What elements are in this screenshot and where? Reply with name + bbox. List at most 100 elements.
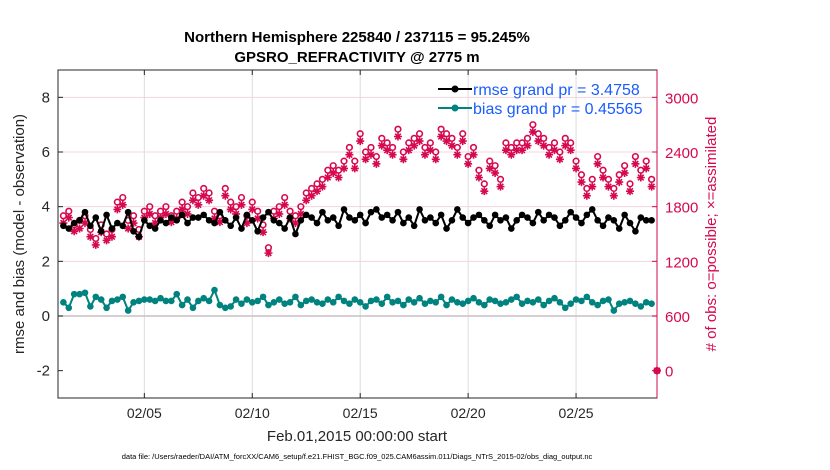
bias-point	[151, 297, 159, 305]
chart-title-line-2: GPSRO_REFRACTIVITY @ 2775 m	[234, 49, 479, 66]
assimilated-point	[259, 228, 268, 237]
assimilated-point	[205, 196, 214, 205]
assimilated-point	[485, 164, 494, 173]
rmse-point	[254, 227, 261, 235]
x-tick-label: 02/25	[559, 405, 594, 421]
rmse-point	[168, 214, 175, 221]
assimilated-point	[210, 214, 219, 223]
possible-point	[361, 148, 370, 156]
rmse-point	[427, 214, 434, 221]
bias-point	[76, 290, 83, 298]
assimilated-point	[178, 205, 187, 214]
assimilated-point	[615, 178, 624, 187]
assimilated-point	[539, 141, 548, 150]
assimilated-point	[620, 168, 629, 177]
bias-point	[173, 290, 181, 298]
grid	[58, 70, 657, 398]
possible-point	[146, 203, 154, 211]
bias-point	[351, 296, 359, 303]
legend: rmse grand pr = 3.4758 bias grand pr = 0…	[438, 82, 643, 118]
bias-point	[615, 300, 623, 308]
possible-point	[615, 171, 623, 179]
rmse-point	[92, 214, 100, 221]
assimilated-point	[572, 164, 581, 173]
rmse-point	[119, 222, 127, 230]
bias-point	[221, 304, 229, 312]
possible-point	[405, 139, 413, 147]
bias-point	[286, 299, 294, 306]
possible-point	[496, 175, 505, 183]
rmse-point	[259, 214, 267, 221]
legend-rmse-label: rmse grand pr = 3.4758	[473, 82, 640, 99]
assimilated-point	[361, 155, 370, 164]
assimilated-point	[275, 209, 284, 218]
possible-point	[372, 152, 380, 161]
rmse-point	[173, 217, 181, 224]
rmse-point	[470, 214, 477, 221]
possible-point	[237, 193, 246, 202]
possible-point	[329, 162, 337, 170]
possible-point	[194, 193, 202, 202]
possible-point	[378, 134, 386, 142]
rmse-point	[346, 214, 353, 221]
bias-point	[346, 300, 353, 308]
assimilated-point	[507, 150, 516, 159]
assimilated-point	[496, 182, 505, 191]
bias-point	[227, 303, 234, 310]
possible-point	[270, 207, 278, 215]
bias-point	[87, 303, 94, 310]
rmse-point	[475, 211, 483, 219]
possible-point	[248, 198, 256, 206]
possible-point	[502, 139, 510, 147]
assimilated-point	[528, 127, 537, 136]
bias-point	[481, 301, 488, 309]
left-y-tick-label: 4	[42, 199, 50, 216]
bias-point	[632, 300, 639, 308]
assimilated-point	[383, 146, 392, 155]
assimilated-point	[264, 249, 273, 258]
chart-title-line-1: Northern Hemisphere 225840 / 237115 = 95…	[184, 29, 530, 46]
assimilated-point	[534, 137, 543, 146]
rmse-point	[151, 225, 159, 232]
rmse-point	[286, 214, 294, 221]
rmse-point	[335, 222, 342, 230]
bias-point	[545, 297, 553, 305]
bias-point	[443, 301, 450, 309]
bias-point	[454, 299, 461, 306]
rmse-point	[238, 225, 245, 232]
left-y-tick-label: 6	[42, 144, 50, 161]
possible-point	[594, 152, 602, 161]
possible-point	[351, 157, 359, 165]
possible-point	[507, 143, 515, 152]
bias-point	[313, 299, 321, 306]
left-y-tick-label: -2	[37, 363, 50, 380]
rmse-point	[76, 217, 83, 224]
possible-point	[324, 166, 332, 174]
rmse-point	[437, 211, 445, 219]
possible-point	[599, 166, 607, 174]
right-y-tick-label: 3000	[665, 90, 698, 107]
assimilated-point	[302, 196, 311, 205]
rmse-point	[146, 222, 154, 230]
rmse-point	[529, 219, 537, 227]
rmse-point	[356, 211, 364, 219]
assimilated-point	[491, 168, 500, 177]
assimilated-point	[512, 146, 521, 155]
possible-point	[281, 193, 289, 202]
assimilated-point	[340, 164, 349, 173]
rmse-point	[464, 219, 472, 227]
possible-point	[486, 157, 494, 165]
bias-point	[556, 299, 564, 306]
possible-point	[453, 143, 461, 152]
bias-point	[216, 301, 224, 309]
bias-point	[265, 301, 272, 309]
bias-point	[400, 301, 407, 309]
rmse-point	[308, 214, 315, 221]
bias-point	[319, 300, 326, 308]
assimilated-point	[237, 200, 246, 209]
assimilated-point	[453, 150, 462, 159]
left-y-tick-label: 8	[42, 89, 50, 106]
assimilated-point	[86, 232, 95, 241]
rmse-point	[378, 214, 386, 221]
bias-point	[378, 300, 386, 308]
